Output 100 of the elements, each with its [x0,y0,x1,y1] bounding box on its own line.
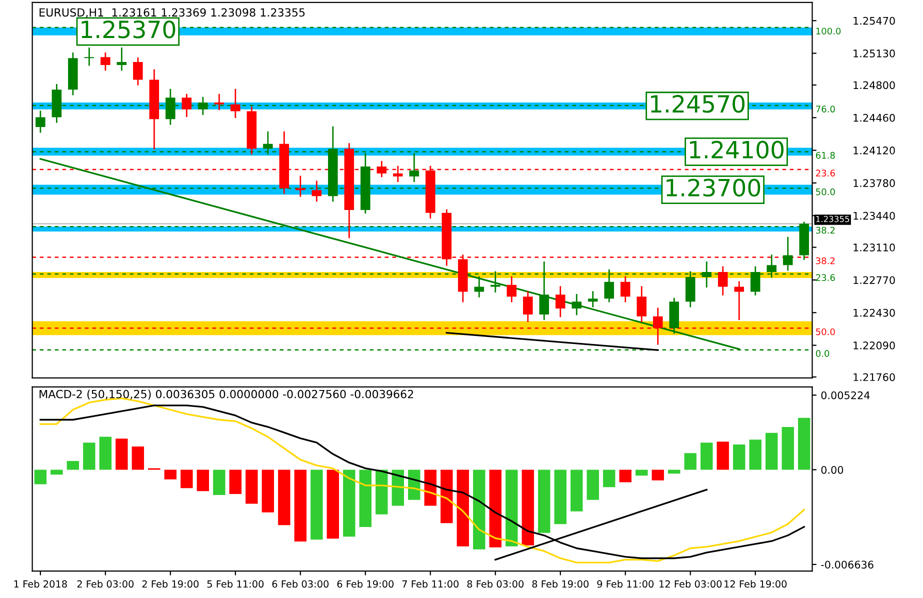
bar [700,442,713,470]
bar [603,470,616,488]
candlestick [734,281,744,320]
bar [229,470,242,494]
band-label: 1.24570 [651,94,745,113]
bar [668,470,680,474]
text: 38.2 [816,226,835,234]
bar [586,470,599,500]
text: 76.0 [816,106,835,112]
y-tick-label: 0.005224 [821,391,870,400]
y-tick-label: 1.23440 [854,212,895,220]
bar [310,470,323,540]
x-tick-label: 9 Feb 11:00 [597,580,654,588]
text: 23.6 [816,170,835,176]
bar [652,470,664,480]
text: 100.0 [816,28,841,35]
bar [554,470,566,524]
candlestick [296,176,306,197]
text: 38.2 [816,257,835,264]
bar [116,438,128,470]
bar [99,436,112,470]
candlestick [133,57,143,86]
bar [749,440,762,470]
bar [489,470,502,548]
candlestick [718,266,728,296]
bar [684,453,696,470]
bar [473,470,486,550]
bar [246,470,258,504]
y-tick-label: 0.00 [821,466,844,474]
candlestick [230,88,240,118]
bar [733,444,746,470]
y-tick-label: 1.22770 [854,276,895,284]
bar [619,470,632,482]
bar [164,470,177,480]
candlestick [523,291,533,322]
bar [782,427,794,470]
text: 61.8 [816,152,835,159]
x-tick-label: 2 Feb 03:00 [77,580,134,588]
candlestick [572,294,582,316]
y-tick-label: 1.22090 [854,342,895,350]
candlestick [782,236,793,271]
chart-title: EURUSD,H1 1.23161 1.23369 1.23098 1.23355 [40,8,305,18]
text: 0.0 [816,350,830,357]
candlestick [620,276,630,302]
y-tick-label: -0.006636 [821,560,874,569]
text: 23.6 [816,274,835,281]
candlestick [636,286,647,322]
bar [798,418,810,470]
bar [66,461,80,470]
candlestick [116,48,127,71]
bar [538,470,550,533]
bar [196,470,210,492]
y-tick-label: 1.22430 [854,308,895,317]
band-label: 1.23700 [666,178,760,197]
bar [180,470,193,488]
text: 50.0 [816,328,835,336]
bar [376,470,388,514]
candlestick [556,286,566,318]
candlestick [588,291,598,308]
bar [326,470,339,539]
text: 50.0 [816,188,835,196]
ref-line-label: 1.23355 [816,216,850,222]
bar [262,470,274,512]
y-tick-label: 1.21760 [854,373,895,382]
bar [213,470,226,495]
x-tick-label: 12 Feb 19:00 [724,580,787,588]
x-tick-label: 8 Feb 19:00 [532,580,589,588]
bar [766,432,778,470]
bar [570,470,583,512]
x-tick-label: 7 Feb 11:00 [402,580,459,588]
bar [343,470,356,537]
y-tick-label: 1.24460 [854,114,895,122]
candlestick [474,276,484,298]
bar [359,470,372,527]
x-tick-label: 6 Feb 03:00 [272,580,329,588]
y-tick-label: 1.25470 [854,16,895,25]
candlestick [182,94,192,117]
bar [716,442,729,470]
bar [636,470,648,476]
bar [50,470,63,475]
candlestick [100,52,110,71]
x-tick-label: 12 Feb 03:00 [660,580,722,588]
x-tick-label: 2 Feb 19:00 [142,580,199,588]
candlestick [36,110,46,133]
x-tick-label: 8 Feb 03:00 [467,580,524,588]
y-tick-label: 1.24800 [854,81,895,90]
bar [522,470,534,546]
candlestick [506,276,517,302]
bar [506,470,518,546]
y-tick-label: 1.23110 [854,244,895,252]
bar [83,442,96,470]
x-tick-label: 5 Feb 11:00 [207,580,264,588]
bar [278,470,290,526]
candlestick [84,48,94,66]
y-tick-label: 1.24120 [854,146,895,154]
candlestick [214,94,224,110]
x-tick-label: 6 Feb 19:00 [337,580,394,588]
band-label: 1.24100 [690,140,784,159]
bar [440,470,453,524]
candlestick [312,180,322,202]
